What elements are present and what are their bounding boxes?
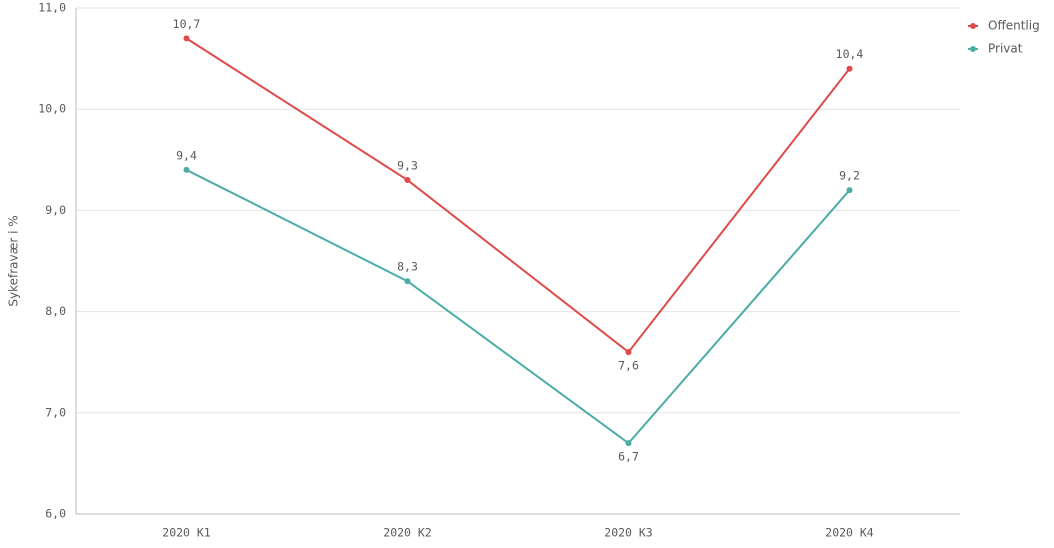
data-label: 8,3 bbox=[397, 260, 418, 274]
y-axis-label: Sykefravær i % bbox=[7, 215, 21, 306]
x-tick-label: 2020 K1 bbox=[162, 526, 211, 540]
legend-label: Offentlig bbox=[988, 19, 1040, 33]
data-point bbox=[846, 65, 853, 72]
data-point bbox=[183, 166, 190, 173]
data-point bbox=[846, 187, 853, 194]
data-point bbox=[404, 177, 411, 184]
y-tick-label: 9,0 bbox=[45, 203, 66, 217]
data-point bbox=[625, 440, 632, 447]
legend-marker bbox=[970, 23, 976, 29]
x-tick-label: 2020 K3 bbox=[604, 526, 653, 540]
data-point bbox=[183, 35, 190, 42]
data-label: 10,4 bbox=[836, 47, 864, 61]
legend-marker bbox=[970, 46, 976, 52]
data-label: 7,6 bbox=[618, 359, 639, 373]
data-label: 9,4 bbox=[176, 148, 197, 162]
data-label: 10,7 bbox=[173, 17, 201, 31]
data-label: 9,3 bbox=[397, 159, 418, 173]
x-tick-label: 2020 K2 bbox=[383, 526, 431, 540]
y-tick-label: 10,0 bbox=[38, 102, 66, 116]
data-point bbox=[404, 278, 411, 285]
x-tick-label: 2020 K4 bbox=[825, 526, 874, 540]
series-line bbox=[186, 169, 851, 445]
y-tick-label: 7,0 bbox=[45, 405, 66, 419]
data-label: 6,7 bbox=[618, 450, 639, 464]
y-tick-label: 8,0 bbox=[45, 304, 66, 318]
series-line bbox=[185, 37, 851, 354]
y-tick-label: 11,0 bbox=[38, 1, 66, 15]
data-point bbox=[625, 349, 632, 356]
data-label: 9,2 bbox=[839, 169, 860, 183]
y-tick-label: 6,0 bbox=[45, 507, 66, 521]
legend-label: Privat bbox=[988, 42, 1023, 56]
